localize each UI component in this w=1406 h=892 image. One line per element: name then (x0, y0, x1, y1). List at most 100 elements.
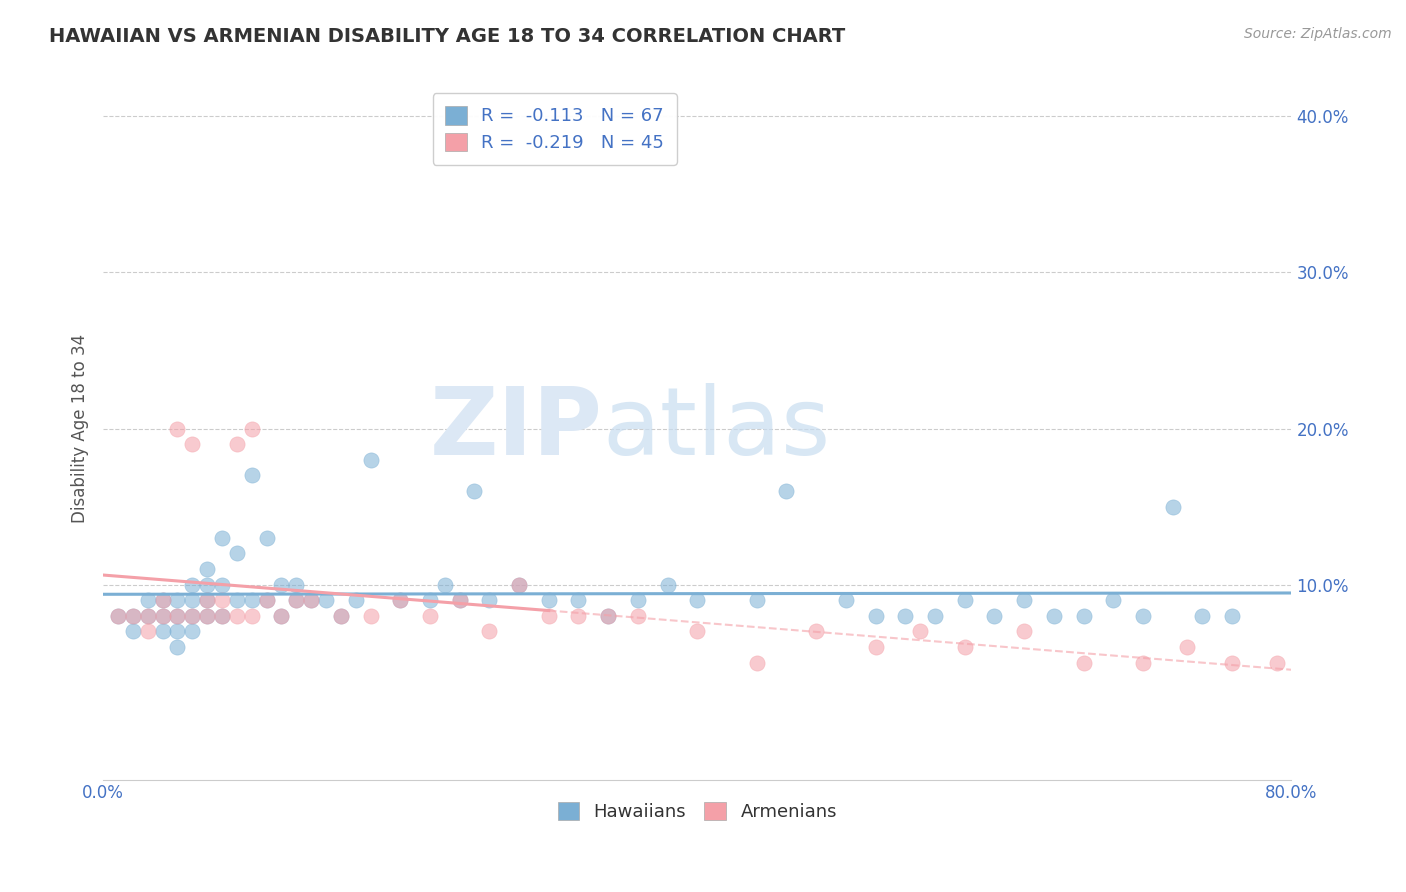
Point (152, 624, 174, 639)
Point (835, 593, 858, 607)
Point (1191, 608, 1213, 623)
Point (225, 546, 247, 560)
Point (166, 608, 188, 623)
Point (1132, 656, 1154, 670)
Point (270, 608, 292, 623)
Point (270, 577, 292, 591)
Point (211, 531, 233, 545)
Point (166, 593, 188, 607)
Point (256, 531, 278, 545)
Point (136, 608, 159, 623)
Point (1161, 500, 1184, 514)
Point (240, 608, 263, 623)
Point (136, 593, 159, 607)
Point (865, 640, 887, 654)
Point (686, 624, 709, 639)
Point (329, 608, 352, 623)
Point (211, 608, 233, 623)
Point (285, 577, 308, 591)
Point (256, 593, 278, 607)
Point (567, 593, 589, 607)
Point (211, 577, 233, 591)
Point (1265, 656, 1288, 670)
Text: Source: ZipAtlas.com: Source: ZipAtlas.com (1244, 27, 1392, 41)
Point (1042, 608, 1064, 623)
Point (270, 608, 292, 623)
Point (225, 608, 247, 623)
Point (745, 593, 768, 607)
Point (181, 437, 204, 451)
Text: atlas: atlas (602, 383, 831, 475)
Point (463, 483, 485, 498)
Point (195, 608, 218, 623)
Point (152, 593, 174, 607)
Point (136, 608, 159, 623)
Point (181, 608, 204, 623)
Point (1073, 608, 1095, 623)
Point (924, 608, 946, 623)
Point (1102, 593, 1125, 607)
Point (240, 468, 263, 483)
Point (657, 577, 679, 591)
Point (804, 624, 827, 639)
Point (449, 593, 471, 607)
Point (344, 593, 367, 607)
Point (1220, 608, 1243, 623)
Point (225, 593, 247, 607)
Point (285, 593, 308, 607)
Point (478, 624, 501, 639)
Point (166, 640, 188, 654)
Point (627, 608, 650, 623)
Point (152, 608, 174, 623)
Text: HAWAIIAN VS ARMENIAN DISABILITY AGE 18 TO 34 CORRELATION CHART: HAWAIIAN VS ARMENIAN DISABILITY AGE 18 T… (49, 27, 845, 45)
Point (953, 640, 976, 654)
Text: ZIP: ZIP (429, 383, 602, 475)
Point (152, 593, 174, 607)
Point (195, 593, 218, 607)
Point (686, 593, 709, 607)
Point (195, 608, 218, 623)
Point (136, 624, 159, 639)
Point (181, 624, 204, 639)
Point (299, 593, 322, 607)
Point (152, 608, 174, 623)
Point (360, 608, 382, 623)
Point (107, 608, 129, 623)
Point (121, 608, 143, 623)
Point (166, 608, 188, 623)
Point (478, 593, 501, 607)
Point (449, 593, 471, 607)
Y-axis label: Disability Age 18 to 34: Disability Age 18 to 34 (72, 334, 89, 523)
Point (389, 593, 412, 607)
Point (299, 593, 322, 607)
Point (1132, 608, 1154, 623)
Point (181, 608, 204, 623)
Point (360, 452, 382, 467)
Point (121, 624, 143, 639)
Point (389, 593, 412, 607)
Point (195, 593, 218, 607)
Point (1012, 624, 1035, 639)
Point (894, 608, 917, 623)
Legend: Hawaiians, Armenians: Hawaiians, Armenians (546, 789, 849, 834)
Point (256, 593, 278, 607)
Point (953, 593, 976, 607)
Point (567, 608, 589, 623)
Point (240, 421, 263, 435)
Point (315, 593, 337, 607)
Point (908, 624, 931, 639)
Point (1073, 656, 1095, 670)
Point (419, 593, 441, 607)
Point (598, 608, 620, 623)
Point (865, 608, 887, 623)
Point (745, 656, 768, 670)
Point (1220, 656, 1243, 670)
Point (211, 608, 233, 623)
Point (107, 608, 129, 623)
Point (181, 577, 204, 591)
Point (195, 577, 218, 591)
Point (537, 593, 560, 607)
Point (983, 608, 1005, 623)
Point (775, 483, 797, 498)
Point (195, 562, 218, 576)
